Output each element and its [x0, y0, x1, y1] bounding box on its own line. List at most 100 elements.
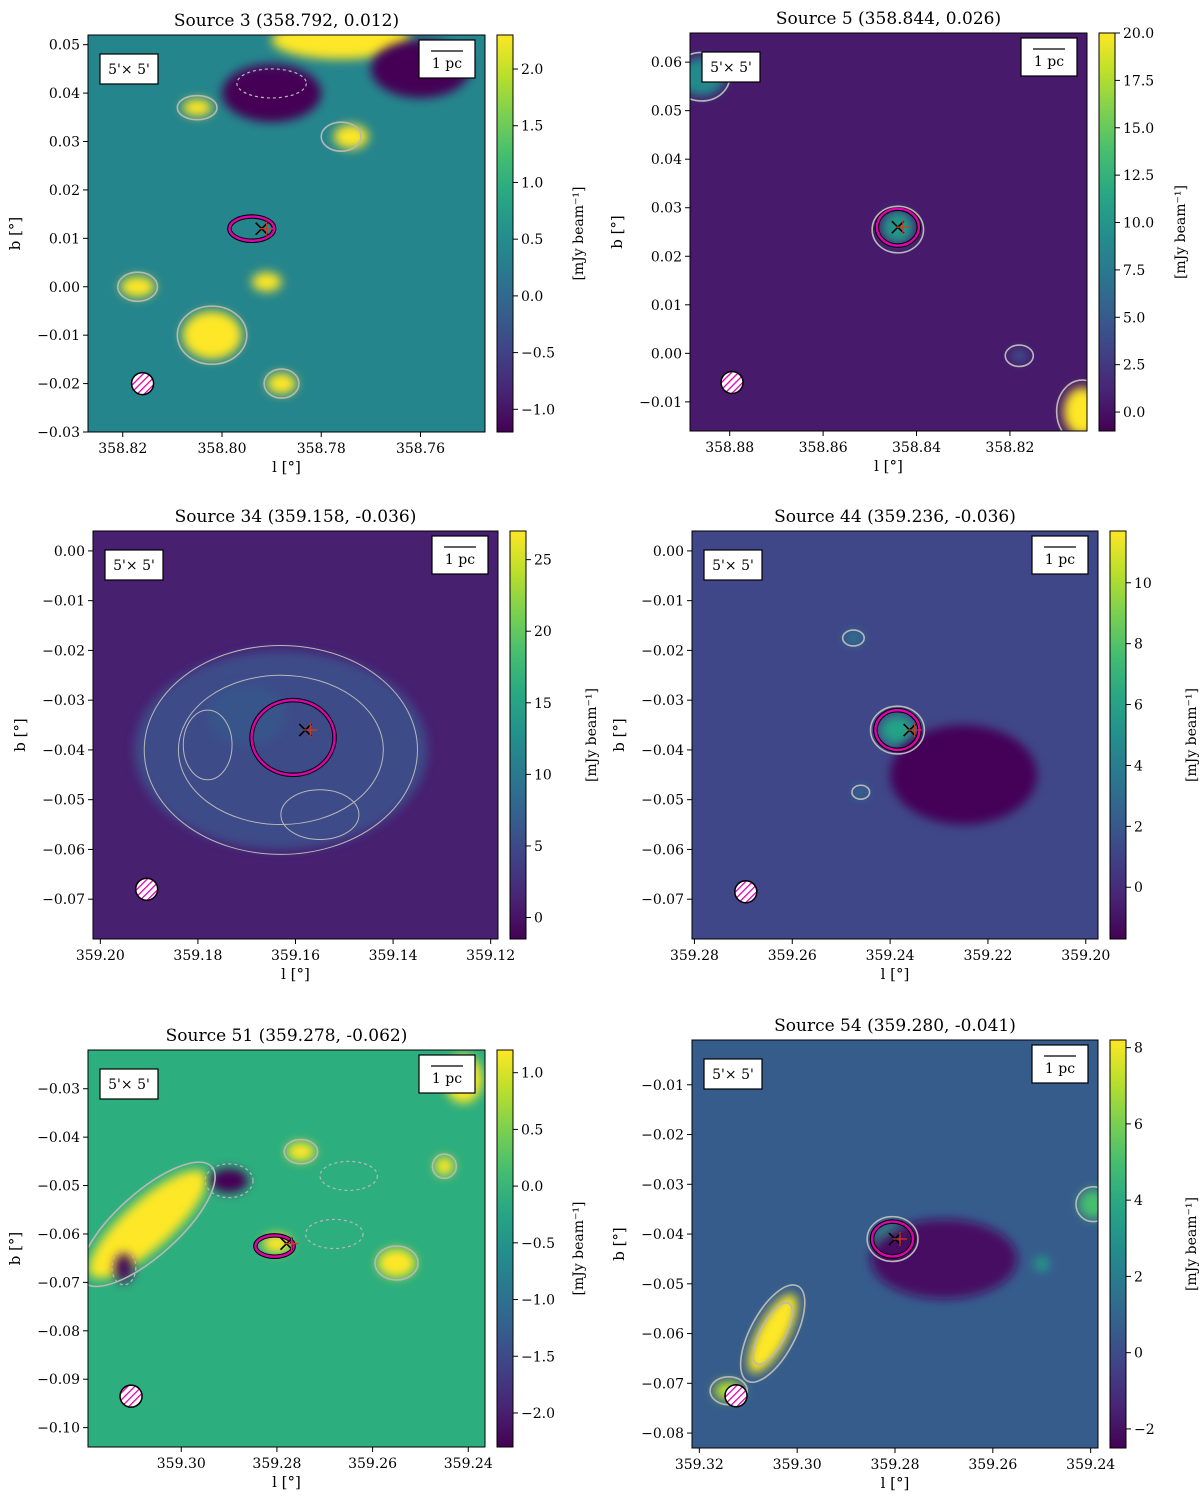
- y-tick-label: −0.01: [641, 1078, 684, 1094]
- y-tick-label: −0.06: [641, 1327, 684, 1343]
- x-tick-label: 358.82: [985, 440, 1034, 456]
- y-tick-label: 0.04: [651, 152, 682, 168]
- heatmap-image: [88, 1050, 485, 1447]
- contour: [866, 1215, 919, 1263]
- y-tick-label: 0.03: [49, 135, 80, 151]
- scalebar-box: [418, 39, 476, 79]
- core-contour: [870, 1220, 915, 1258]
- beam-icon: [734, 879, 758, 904]
- x-tick-label: 359.30: [773, 1457, 822, 1473]
- field-size-box: [701, 51, 761, 83]
- colorbar-tick-label: 1.0: [521, 175, 543, 191]
- contour: [1075, 1185, 1098, 1223]
- panel-title: Source 51 (359.278, -0.062): [166, 1026, 408, 1046]
- panel-3: 5'× 5' 1 pc Source 34 (359.158, -0.036) 359…: [11, 507, 600, 983]
- scalebar-box: [1031, 1044, 1089, 1084]
- y-tick-label: 0.01: [651, 298, 682, 314]
- axes-frame: [689, 32, 1088, 432]
- colorbar-tick-label: 2: [1134, 819, 1143, 835]
- field-size-box: [99, 1068, 159, 1100]
- axes-frame: [87, 1049, 486, 1448]
- emission-blob: [1034, 1256, 1050, 1272]
- contour: [851, 784, 871, 800]
- y-tick-label: −0.01: [42, 594, 85, 610]
- emission-blob: [271, 35, 411, 60]
- colorbar-tick-label: 6: [1134, 1117, 1143, 1133]
- colorbar-tick-label: 0.0: [521, 289, 543, 305]
- contour: [182, 709, 233, 781]
- colorbar-tick-label: 4: [1134, 1193, 1143, 1209]
- x-axis-label: l [°]: [281, 965, 310, 983]
- x-tick-label: 358.76: [396, 441, 445, 457]
- y-axis-label: b [°]: [6, 1232, 24, 1266]
- colorbar: [509, 530, 527, 940]
- y-tick-label: 0.00: [651, 346, 682, 362]
- y-tick-label: −0.01: [639, 395, 682, 411]
- source-plus-marker: [907, 723, 922, 738]
- y-axis-label: b [°]: [608, 215, 626, 249]
- colorbar: [496, 1049, 514, 1448]
- x-tick-label: 359.16: [271, 948, 320, 964]
- y-tick-label: −0.04: [42, 743, 85, 759]
- colorbar-tick-label: 6: [1134, 698, 1143, 714]
- panel-title: Source 34 (359.158, -0.036): [175, 507, 417, 527]
- colorbar-label: [mJy beam⁻¹]: [571, 186, 587, 280]
- x-tick-label: 359.12: [466, 948, 515, 964]
- panel-4: 5'× 5' 1 pc Source 44 (359.236, -0.036) 359…: [610, 507, 1200, 983]
- colorbar: [496, 34, 514, 433]
- x-tick-label: 359.28: [252, 1456, 301, 1472]
- colorbar-label: [mJy beam⁻¹]: [1184, 688, 1200, 782]
- scalebar-label: 1 pc: [432, 1071, 462, 1087]
- x-tick-label: 359.18: [173, 948, 222, 964]
- contour: [871, 205, 925, 254]
- contour: [739, 1284, 806, 1384]
- y-tick-label: −0.07: [42, 892, 85, 908]
- colorbar-label: [mJy beam⁻¹]: [584, 688, 600, 782]
- colorbar-tick-label: 10: [1134, 576, 1152, 592]
- emission-blob: [880, 715, 915, 745]
- y-tick-label: −0.03: [641, 1177, 684, 1193]
- panel-title: Source 54 (359.280, -0.041): [774, 1016, 1016, 1036]
- negative-contour: [204, 1163, 254, 1199]
- source-plus-marker: [259, 221, 274, 236]
- scalebar-label: 1 pc: [1034, 54, 1064, 70]
- x-tick-label: 359.28: [670, 948, 719, 964]
- y-tick-label: 0.05: [651, 104, 682, 120]
- colorbar-tick-label: 10: [534, 767, 552, 783]
- emission-blob: [207, 685, 286, 745]
- x-tick-label: 359.32: [675, 1457, 724, 1473]
- y-tick-label: −0.10: [37, 1421, 80, 1437]
- emission-blob: [843, 630, 864, 646]
- contour: [143, 644, 418, 855]
- x-tick-label: 359.28: [871, 1457, 920, 1473]
- x-tick-label: 358.84: [892, 440, 941, 456]
- colorbar-tick-label: 25: [534, 553, 552, 569]
- y-tick-label: −0.01: [37, 328, 80, 344]
- colorbar-tick-label: 0.5: [521, 232, 543, 248]
- y-tick-label: −0.06: [42, 842, 85, 858]
- x-tick-label: 359.24: [1066, 1457, 1115, 1473]
- emission-blob: [1078, 1189, 1098, 1220]
- colorbar-tick-label: 4: [1134, 758, 1143, 774]
- negative-contour: [111, 1250, 137, 1286]
- y-tick-label: 0.00: [54, 544, 85, 560]
- colorbar-label: [mJy beam⁻¹]: [1173, 185, 1189, 279]
- colorbar-tick-label: 15.0: [1123, 121, 1154, 137]
- contour: [869, 705, 926, 755]
- colorbar-tick-label: 7.5: [1123, 263, 1145, 279]
- scalebar-label: 1 pc: [1045, 552, 1075, 568]
- emission-blob: [120, 276, 155, 298]
- x-tick-label: 359.26: [348, 1456, 397, 1472]
- x-tick-label: 359.14: [369, 948, 418, 964]
- heatmap-image: [690, 33, 1087, 431]
- beam-icon: [119, 1384, 143, 1408]
- colorbar-tick-label: 0: [534, 911, 543, 927]
- heatmap-image: [93, 531, 498, 939]
- scalebar-label: 1 pc: [445, 552, 475, 568]
- colorbar-tick-label: −1.0: [521, 1293, 555, 1309]
- colorbar-tick-label: 12.5: [1123, 168, 1154, 184]
- emission-blob: [251, 272, 282, 292]
- colorbar-tick-label: 8: [1134, 1041, 1143, 1057]
- x-tick-label: 359.30: [157, 1456, 206, 1472]
